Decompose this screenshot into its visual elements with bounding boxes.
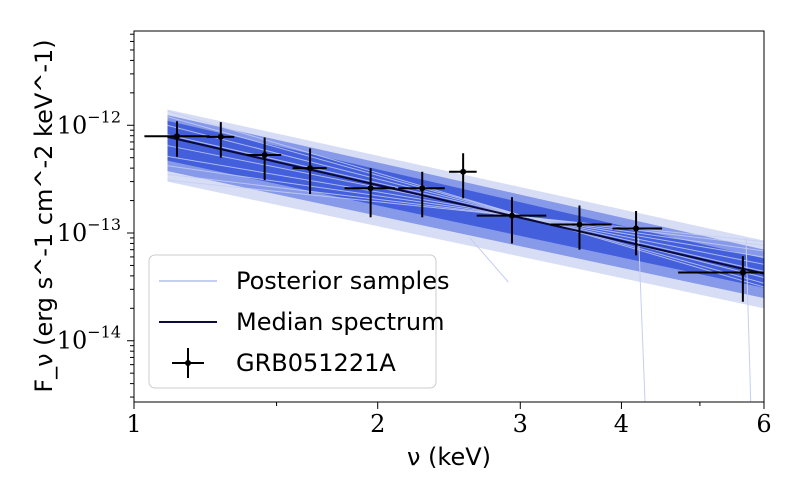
data-point-marker	[739, 269, 746, 276]
data-point-0	[144, 121, 210, 157]
posterior-sample-line-7	[167, 116, 764, 284]
data-point-marker	[307, 165, 314, 172]
x-axis-ticks: 1 2 3 4 6	[126, 402, 772, 438]
y-axis-label: F_ν (erg s^-1 cm^-2 keV^-1)	[30, 39, 58, 392]
x-tick-label-1: 2	[370, 410, 385, 438]
posterior-sample-line-2	[167, 165, 764, 252]
y-tick-label-1: 10−13	[57, 215, 121, 247]
data-point-7	[476, 197, 547, 244]
legend-label-grb: GRB051221A	[236, 349, 396, 377]
grb-data-points	[144, 121, 764, 302]
y-tick-label-2: 10−12	[57, 107, 121, 139]
legend-swatch-grb-dot	[185, 360, 191, 366]
data-point-marker	[460, 168, 467, 175]
data-point-marker	[508, 212, 515, 219]
legend-label-posterior: Posterior samples	[236, 267, 449, 295]
data-point-marker	[367, 185, 374, 192]
data-point-8	[550, 205, 612, 250]
data-point-marker	[173, 133, 180, 140]
data-point-4	[344, 168, 395, 218]
y-tick-label-0: 10−14	[57, 323, 121, 355]
y-axis-ticks: 10−14 10−13 10−12	[57, 33, 134, 398]
legend-entry-grb: GRB051221A	[172, 348, 396, 378]
data-point-6	[449, 153, 477, 199]
data-point-9	[612, 211, 663, 256]
data-point-marker	[633, 225, 640, 232]
plot-area	[144, 109, 764, 402]
plot-frame	[133, 30, 765, 403]
x-tick-label-4: 6	[756, 410, 771, 438]
posterior-sample-line-6	[167, 124, 764, 279]
legend: Posterior samples Median spectrum GRB051…	[148, 254, 449, 389]
x-tick-label-0: 1	[126, 410, 141, 438]
median-spectrum	[167, 135, 764, 275]
data-point-3	[292, 148, 327, 195]
data-point-marker	[261, 151, 268, 158]
x-axis-label: ν (keV)	[407, 443, 491, 471]
data-point-marker	[419, 185, 426, 192]
posterior-sample-outlier-1	[638, 237, 646, 402]
x-tick-label-3: 4	[614, 410, 629, 438]
data-point-1	[206, 122, 235, 158]
posterior-sample-line-3	[167, 155, 764, 258]
posterior-sample-line-1	[167, 173, 764, 246]
posterior-sample-outlier-0	[469, 237, 509, 283]
data-point-marker	[217, 133, 224, 140]
legend-entry-posterior: Posterior samples	[159, 267, 449, 295]
x-tick-label-2: 3	[513, 410, 528, 438]
posterior-sample-line-0	[167, 179, 764, 243]
legend-box	[148, 254, 437, 389]
median-spectrum-line	[167, 135, 764, 275]
legend-label-median: Median spectrum	[236, 308, 445, 336]
data-point-marker	[576, 221, 583, 228]
legend-entry-median: Median spectrum	[159, 308, 445, 336]
posterior-sample-line-5	[167, 134, 764, 272]
posterior-sample-line-8	[167, 110, 764, 288]
data-point-5	[398, 171, 445, 218]
data-point-10	[678, 256, 764, 302]
data-point-2	[247, 137, 282, 181]
